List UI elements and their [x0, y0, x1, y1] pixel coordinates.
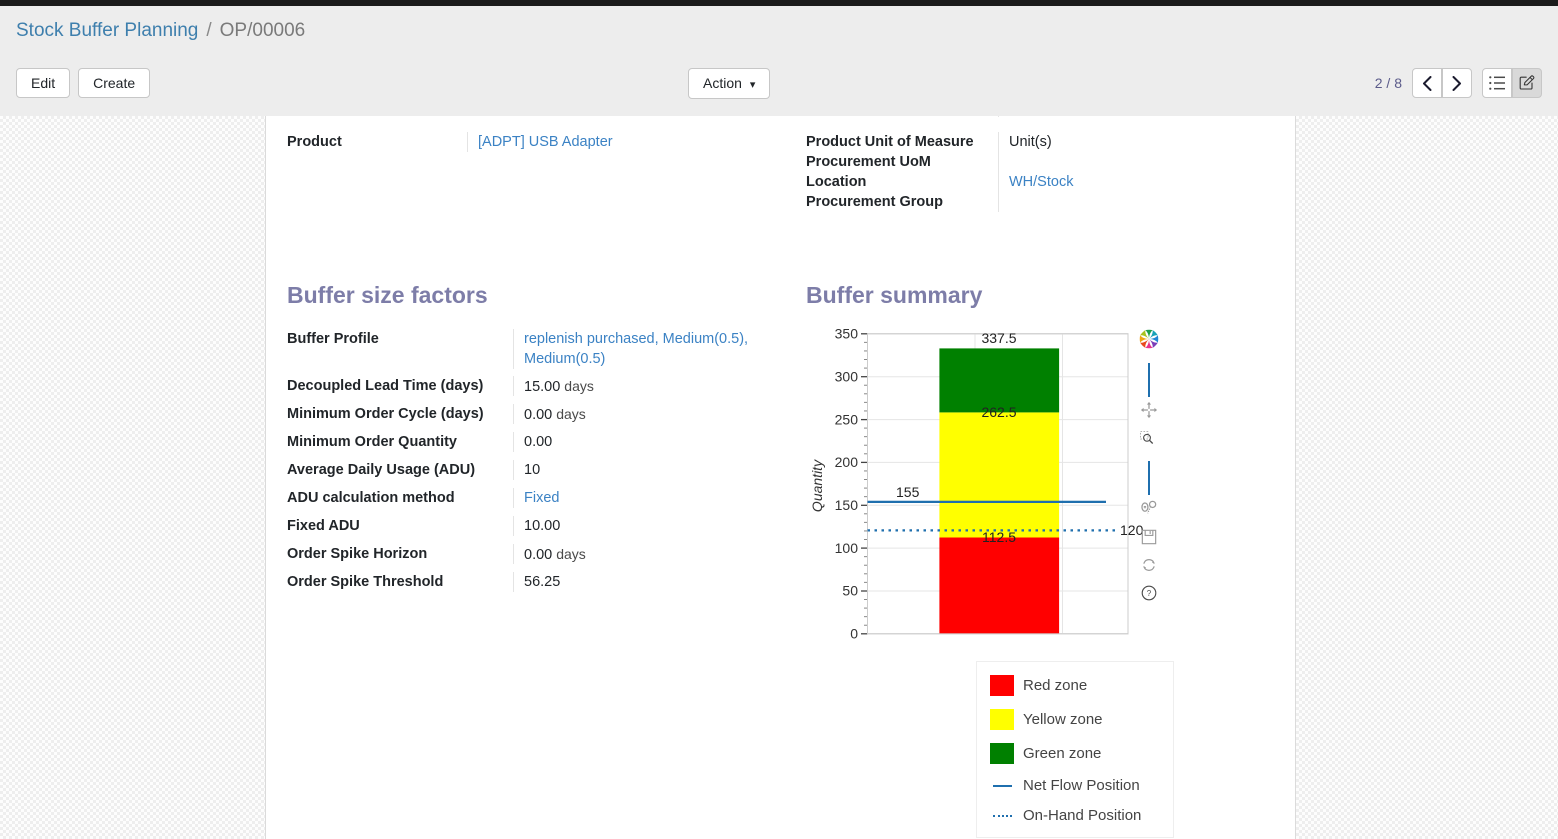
svg-text:250: 250 — [835, 411, 859, 427]
svg-text:200: 200 — [835, 454, 859, 470]
svg-text:?: ? — [1147, 589, 1152, 598]
svg-text:155: 155 — [896, 484, 920, 500]
svg-text:50: 50 — [842, 583, 858, 599]
svg-text:Quantity: Quantity — [809, 459, 825, 512]
svg-text:100: 100 — [835, 540, 859, 556]
svg-text:300: 300 — [835, 368, 859, 384]
svg-text:337.5: 337.5 — [981, 330, 1016, 346]
svg-text:350: 350 — [835, 326, 859, 342]
svg-text:0: 0 — [850, 626, 858, 642]
svg-text:150: 150 — [835, 497, 859, 513]
svg-text:262.5: 262.5 — [981, 404, 1016, 420]
